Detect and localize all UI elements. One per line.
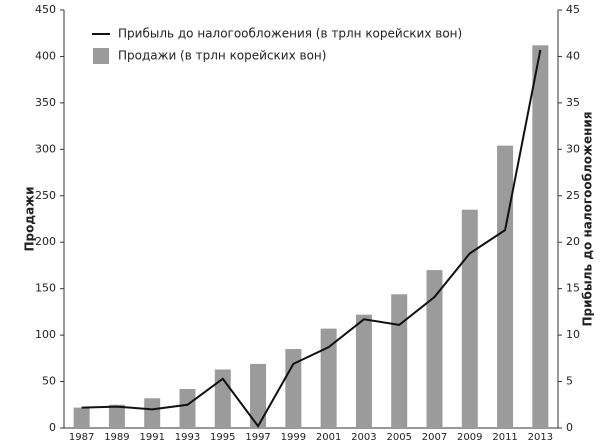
y2-tick-label: 30 (566, 142, 580, 155)
x-tick-label: 2003 (351, 432, 376, 441)
x-tick-label: 2001 (316, 432, 341, 441)
bar (532, 45, 549, 428)
bar (355, 314, 372, 428)
bar (391, 294, 408, 428)
bar (426, 270, 443, 428)
x-tick-label: 2007 (422, 432, 447, 441)
y2-tick-label: 25 (566, 189, 580, 202)
legend-label: Продажи (в трлн корейских вон) (118, 49, 326, 63)
x-tick-label: 2011 (492, 432, 517, 441)
bar (461, 209, 478, 428)
y-axis-title: Продажи (23, 186, 37, 251)
y2-tick-label: 40 (566, 49, 580, 62)
x-tick-label: 1987 (69, 432, 94, 441)
bar (144, 398, 161, 428)
legend-label: Прибыль до налогообложения (в трлн корей… (118, 27, 462, 41)
y2-tick-label: 5 (566, 375, 573, 388)
x-tick-label: 1999 (281, 432, 306, 441)
y-tick-label: 150 (35, 282, 56, 295)
y-tick-label: 0 (49, 421, 56, 434)
line (81, 49, 542, 428)
x-tick-label: 1989 (104, 432, 129, 441)
bar (285, 349, 302, 428)
y-tick-label: 200 (35, 235, 56, 248)
y2-tick-label: 15 (566, 282, 580, 295)
y2-tick-label: 35 (566, 96, 580, 109)
y-tick-label: 250 (35, 189, 56, 202)
x-tick-label: 1995 (210, 432, 235, 441)
y-tick-label: 450 (35, 3, 56, 16)
bar (73, 407, 90, 428)
y2-axis-title: Прибыль до налогообложения (581, 111, 595, 326)
y-tick-label: 300 (35, 142, 56, 155)
bar (320, 328, 337, 428)
x-tick-label: 1997 (245, 432, 270, 441)
y2-tick-label: 45 (566, 3, 580, 16)
y-tick-label: 50 (42, 375, 56, 388)
legend-swatch (93, 48, 109, 64)
x-tick-label: 2009 (457, 432, 482, 441)
y-tick-label: 100 (35, 328, 56, 341)
x-tick-label: 1993 (175, 432, 200, 441)
y2-tick-label: 20 (566, 235, 580, 248)
x-tick-label: 2005 (386, 432, 411, 441)
bar (179, 388, 196, 428)
x-tick-label: 1991 (139, 432, 164, 441)
y-tick-label: 350 (35, 96, 56, 109)
y-tick-label: 400 (35, 49, 56, 62)
bar (497, 145, 514, 428)
x-tick-label: 2013 (528, 432, 553, 441)
y2-tick-label: 0 (566, 421, 573, 434)
y2-tick-label: 10 (566, 328, 580, 341)
bar (108, 404, 125, 428)
bar (250, 363, 267, 428)
